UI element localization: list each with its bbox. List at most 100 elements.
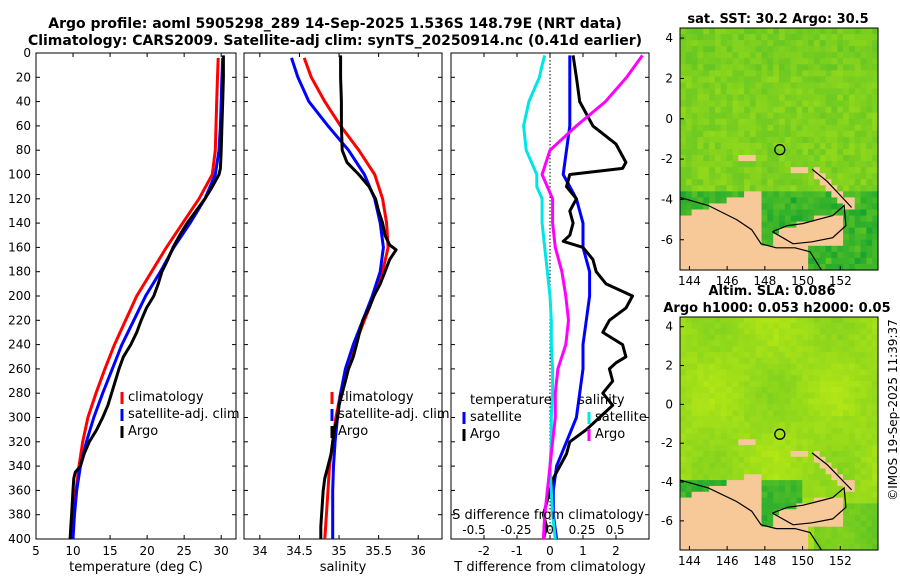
map-cell xyxy=(854,209,862,217)
map-cell xyxy=(848,142,856,150)
map-cell xyxy=(854,263,862,271)
map-cell xyxy=(848,526,856,534)
map-cell xyxy=(732,456,739,464)
map-cell xyxy=(703,112,710,120)
map-cell xyxy=(767,136,774,144)
map-cell xyxy=(860,544,867,551)
map-cell xyxy=(773,369,780,376)
map-cell xyxy=(703,381,710,388)
map-cell xyxy=(854,58,862,65)
map-cell xyxy=(872,462,879,470)
map-cell xyxy=(680,130,687,138)
map-cell xyxy=(848,369,856,376)
map-cell xyxy=(813,239,821,247)
map-cell xyxy=(714,322,722,330)
map-cell xyxy=(790,40,798,47)
map-cell xyxy=(813,456,821,464)
map-cell xyxy=(680,94,687,102)
map-cell xyxy=(837,88,844,96)
map-cell xyxy=(697,497,704,504)
map-cell xyxy=(779,351,786,359)
map-cell xyxy=(796,334,803,341)
map-cell xyxy=(860,209,867,217)
map-cell xyxy=(720,233,728,241)
map-cell xyxy=(854,340,862,347)
map-cell xyxy=(831,474,838,481)
map-cell xyxy=(755,203,763,211)
series-s-argo xyxy=(540,54,644,540)
map-cell xyxy=(761,328,768,336)
map-cell xyxy=(837,468,844,475)
map-cell xyxy=(784,462,792,470)
map-cell xyxy=(773,357,780,365)
map-cell xyxy=(784,351,792,359)
map-cell xyxy=(714,106,722,114)
map-cell xyxy=(813,82,821,90)
map-cell xyxy=(779,375,786,382)
map-cell xyxy=(749,334,757,341)
map-cell xyxy=(726,227,734,235)
map-cell xyxy=(825,106,833,114)
map-cell xyxy=(761,421,768,429)
map-cell xyxy=(720,112,728,120)
map-cell xyxy=(854,480,862,487)
map-cell xyxy=(744,509,751,516)
map-cell xyxy=(749,544,757,551)
map-cell xyxy=(755,215,763,223)
map-cell xyxy=(796,203,803,211)
map-cell xyxy=(732,462,739,470)
map-cell xyxy=(825,351,833,359)
map-cell xyxy=(808,474,815,481)
map-cell xyxy=(808,328,815,336)
map-cell xyxy=(790,509,798,516)
map-cell xyxy=(738,340,745,347)
map-cell xyxy=(749,221,757,229)
map-cell xyxy=(790,70,798,77)
map-cell xyxy=(703,421,710,429)
map-cell xyxy=(843,161,850,168)
map-cell xyxy=(714,161,722,168)
map-cell xyxy=(714,526,722,534)
map-cell xyxy=(680,526,687,534)
map-cell xyxy=(808,251,815,259)
map-cell xyxy=(680,532,687,539)
map-cell xyxy=(703,149,710,156)
map-cell xyxy=(866,322,873,330)
map-cell xyxy=(837,474,844,481)
map-cell xyxy=(779,221,786,229)
map-cell xyxy=(843,433,850,440)
map-cell xyxy=(744,82,751,90)
map-cell xyxy=(860,167,867,174)
map-cell xyxy=(790,427,798,435)
map-cell xyxy=(714,34,722,41)
map-cell xyxy=(796,209,803,217)
map-cell xyxy=(784,161,792,168)
map-cell xyxy=(744,375,751,382)
map-cell xyxy=(744,215,751,223)
map-cell xyxy=(808,136,815,144)
map-cell xyxy=(866,34,873,41)
map-cell xyxy=(813,76,821,84)
map-cell xyxy=(813,118,821,126)
map-cell xyxy=(866,357,873,365)
map-cell xyxy=(761,503,768,510)
map-cell xyxy=(761,100,768,108)
map-cell xyxy=(732,191,739,198)
map-cell xyxy=(790,421,798,429)
map-cell xyxy=(848,112,856,120)
map-cell xyxy=(773,386,780,394)
map-cell xyxy=(720,456,728,464)
map-cell xyxy=(749,480,757,487)
map-cell xyxy=(738,124,745,132)
map-cell xyxy=(744,173,751,180)
map-cell xyxy=(808,351,815,359)
map-cell xyxy=(808,40,815,47)
map-cell xyxy=(860,497,867,504)
map-cell xyxy=(761,149,768,156)
map-cell xyxy=(680,185,687,192)
map-cell xyxy=(773,76,780,84)
map-cell xyxy=(860,317,867,324)
map-cell xyxy=(773,410,780,417)
map-cell xyxy=(691,334,699,341)
map-cell xyxy=(697,70,704,77)
